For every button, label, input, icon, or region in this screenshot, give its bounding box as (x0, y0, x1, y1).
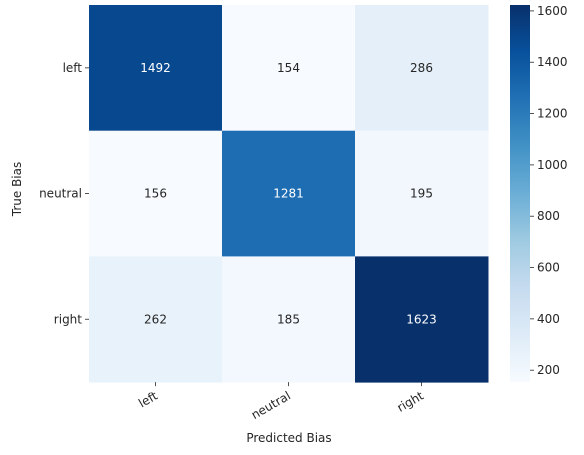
cell-value-label: 156 (144, 187, 167, 201)
colorbar-gradient (510, 5, 530, 382)
colorbar-tick-label: 1000 (537, 158, 568, 172)
colorbar: 200 400 600 800 1000 1200 1400 1600 (510, 4, 568, 382)
heatmap-cell (355, 5, 489, 132)
y-axis-ticks: left neutral right (39, 61, 89, 326)
colorbar-tick-label: 400 (537, 312, 560, 326)
y-tick-label: right (54, 312, 82, 326)
heatmap-cell (355, 130, 489, 257)
colorbar-tick-label: 1200 (537, 107, 568, 121)
heatmap-cell (89, 256, 223, 383)
x-axis-label: Predicted Bias (246, 431, 331, 445)
cell-value-label: 1623 (406, 312, 437, 326)
x-tick-label: right (395, 388, 427, 414)
cell-value-label: 286 (410, 61, 433, 75)
heatmap-cell-labels: 1492 154 286 156 1281 195 262 185 1623 (140, 61, 437, 326)
colorbar-tick-label: 800 (537, 209, 560, 223)
x-tick-label: left (136, 388, 160, 410)
cell-value-label: 154 (277, 61, 300, 75)
cell-value-label: 1492 (140, 61, 171, 75)
heatmap-cell (355, 256, 489, 383)
y-tick-label: neutral (39, 187, 82, 201)
colorbar-tick-label: 600 (537, 261, 560, 275)
y-tick-label: left (63, 61, 83, 75)
cell-value-label: 1281 (273, 187, 304, 201)
colorbar-tick-label: 1600 (537, 4, 568, 18)
heatmap-cell (222, 5, 356, 132)
x-axis-ticks: left neutral right (136, 382, 426, 422)
heatmap-cell (89, 130, 223, 257)
cell-value-label: 185 (277, 312, 300, 326)
x-tick-label: neutral (249, 389, 293, 423)
colorbar-tick-label: 1400 (537, 55, 568, 69)
colorbar-tick-label: 200 (537, 363, 560, 377)
cell-value-label: 195 (410, 187, 433, 201)
heatmap-cell (222, 256, 356, 383)
y-axis-label: True Bias (10, 162, 24, 217)
heatmap-cells (89, 5, 489, 383)
heatmap-cell (89, 5, 223, 132)
cell-value-label: 262 (144, 312, 167, 326)
heatmap-cell (222, 130, 356, 257)
